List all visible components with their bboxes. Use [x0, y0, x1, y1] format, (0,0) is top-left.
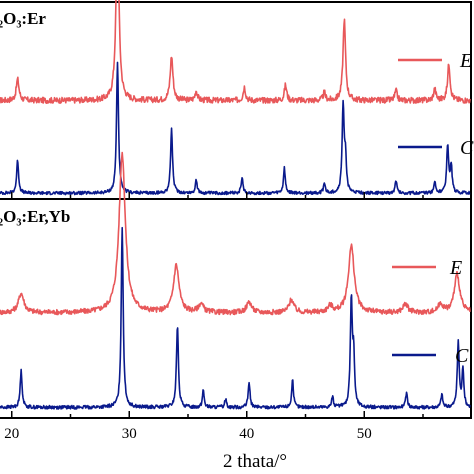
- legend-label-bottom-e: E: [449, 257, 462, 279]
- series-line-bottom-c: [0, 226, 471, 410]
- bottom-panel-title: ₂O₃:Er,Yb: [0, 207, 70, 226]
- x-axis-ticks: 20 30 40 50: [4, 192, 424, 442]
- x-tick-label-20: 20: [4, 426, 19, 442]
- top-panel-title: ₂O₃:Er: [0, 9, 46, 28]
- legend-label-top-c: C: [460, 137, 474, 159]
- legend-label-top-e: E: [459, 50, 472, 72]
- legend-label-bottom-c: C: [455, 345, 469, 367]
- top-panel-plot: [0, 0, 471, 196]
- x-tick-label-30: 30: [122, 426, 137, 442]
- top-panel-legend: E C: [398, 50, 474, 159]
- series-line-bottom-e: [0, 151, 471, 316]
- bottom-panel-plot: [0, 151, 471, 410]
- series-line-top-e: [0, 0, 471, 104]
- x-tick-label-50: 50: [357, 426, 372, 442]
- x-tick-label-40: 40: [239, 426, 254, 442]
- bottom-panel-legend: E C: [392, 257, 469, 367]
- bottom-panel-frame: [0, 198, 472, 419]
- series-line-top-c: [0, 61, 471, 196]
- x-axis-label: 2 thata/°: [223, 451, 287, 472]
